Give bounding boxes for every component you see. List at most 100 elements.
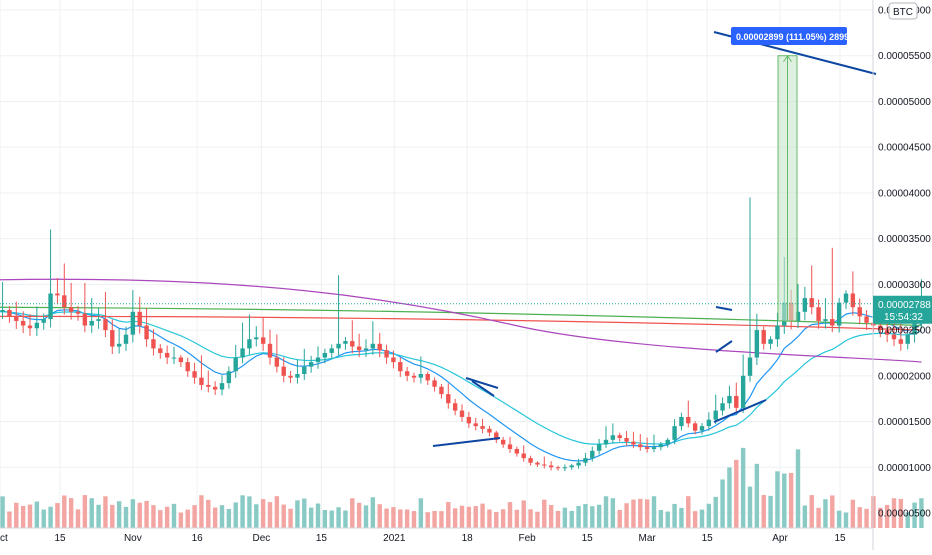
currency-badge[interactable]: BTC [888,2,918,20]
candle-body[interactable] [843,293,849,303]
candle-body[interactable] [356,346,362,351]
candle-body[interactable] [864,316,869,323]
candle-body[interactable] [555,467,561,469]
candle-body[interactable] [212,386,218,390]
candle-body[interactable] [411,375,417,378]
candle-body[interactable] [734,395,739,408]
candle-body[interactable] [288,375,293,378]
candle-body[interactable] [754,330,760,358]
candle-body[interactable] [34,322,40,329]
candle-body[interactable] [336,343,341,349]
trend-line-bottom[interactable] [432,437,501,447]
candle-body[interactable] [452,403,458,411]
candle-body[interactable] [665,439,670,445]
candle-layer[interactable] [0,197,924,472]
candle-body[interactable] [89,320,94,326]
candle-body[interactable] [14,316,19,321]
candle-body[interactable] [562,467,568,469]
candle-body[interactable] [583,458,588,463]
candle-body[interactable] [391,357,396,363]
candle-body[interactable] [398,362,403,372]
candle-body[interactable] [377,343,382,351]
candle-body[interactable] [0,309,5,312]
candle-body[interactable] [624,438,629,442]
trend-line-small[interactable] [715,340,733,353]
candle-body[interactable] [638,444,643,448]
candle-body[interactable] [322,352,328,358]
candle-body[interactable] [75,311,81,314]
candle-body[interactable] [27,325,33,329]
candle-body[interactable] [164,352,170,358]
candle-body[interactable] [692,423,698,431]
candle-body[interactable] [514,448,520,454]
candle-body[interactable] [308,362,314,367]
drawings-layer[interactable] [0,31,877,447]
candle-body[interactable] [795,311,801,321]
candle-body[interactable] [192,371,197,378]
candle-body[interactable] [425,373,430,381]
candle-body[interactable] [898,339,904,344]
candle-body[interactable] [857,307,862,317]
candle-body[interactable] [233,357,238,372]
candle-body[interactable] [521,453,526,459]
candle-body[interactable] [740,375,746,408]
candle-body[interactable] [110,330,115,347]
candle-body[interactable] [830,319,835,326]
price-axis[interactable]: 0.00000500 0.00001000 0.00001500 0.00002000… [872,0,931,550]
candle-body[interactable] [68,307,74,312]
candle-body[interactable] [494,432,499,440]
candle-body[interactable] [185,362,190,372]
candle-body[interactable] [226,371,232,384]
trend-line-mid-b[interactable] [471,380,495,397]
candle-body[interactable] [487,428,492,433]
candle-body[interactable] [542,464,547,466]
candle-body[interactable] [7,309,12,317]
candle-body[interactable] [384,350,389,358]
candle-body[interactable] [596,444,602,451]
candle-body[interactable] [315,357,321,363]
candle-body[interactable] [329,348,334,353]
candle-body[interactable] [500,439,506,445]
candle-body[interactable] [267,343,273,358]
candle-body[interactable] [603,439,609,445]
candle-body[interactable] [20,320,26,326]
candle-body[interactable] [199,377,204,385]
candle-body[interactable] [727,395,732,404]
candle-body[interactable] [62,295,67,308]
candle-body[interactable] [768,339,773,344]
candle-body[interactable] [418,373,424,378]
candle-body[interactable] [466,416,472,424]
candle-body[interactable] [350,341,355,347]
candle-body[interactable] [151,339,156,349]
candle-body[interactable] [219,383,225,390]
candle-body[interactable] [446,394,451,404]
candle-body[interactable] [836,302,842,326]
candle-body[interactable] [850,293,856,308]
candle-body[interactable] [912,320,917,335]
candle-body[interactable] [363,348,369,351]
candle-body[interactable] [658,444,664,448]
candle-body[interactable] [302,366,307,374]
trend-line-tail[interactable] [715,306,733,311]
candle-body[interactable] [254,337,259,340]
candle-body[interactable] [816,307,821,321]
candle-body[interactable] [747,357,753,376]
candle-body[interactable] [295,373,300,378]
candle-body[interactable] [274,357,280,367]
candle-body[interactable] [761,330,766,344]
candle-body[interactable] [617,435,622,439]
candle-body[interactable] [247,339,252,349]
candle-body[interactable] [699,426,705,431]
candle-body[interactable] [809,298,814,308]
candle-body[interactable] [439,386,444,395]
candle-body[interactable] [905,334,910,344]
candle-body[interactable] [590,450,595,459]
candle-body[interactable] [686,416,691,424]
candle-body[interactable] [130,311,136,335]
candle-body[interactable] [473,423,478,427]
candle-body[interactable] [480,426,485,429]
candle-body[interactable] [569,465,574,468]
